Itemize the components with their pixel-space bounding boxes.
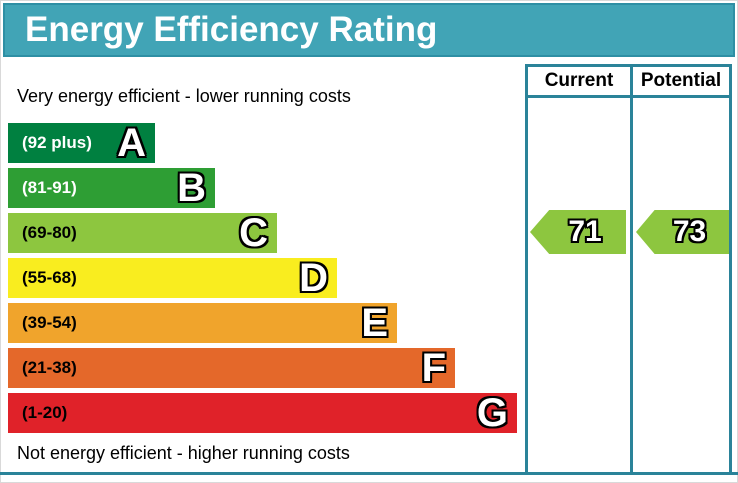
band-d: (55-68) D xyxy=(8,258,337,298)
band-e-range: (39-54) xyxy=(22,313,77,332)
table-border-top xyxy=(525,64,732,67)
potential-rating-value: 73 xyxy=(672,215,707,248)
table-border-right xyxy=(729,64,732,475)
page-title: Energy Efficiency Rating xyxy=(25,10,438,49)
band-d-letter: D xyxy=(299,256,328,300)
band-f: (21-38) F xyxy=(8,348,455,388)
band-e-letter: E xyxy=(361,301,388,345)
band-g-range: (1-20) xyxy=(22,403,68,422)
band-a: (92 plus) A xyxy=(8,123,155,163)
potential-column-header: Potential xyxy=(640,70,722,91)
band-g-letter: G xyxy=(476,391,508,435)
table-border-divider xyxy=(630,64,633,475)
top-note: Very energy efficient - lower running co… xyxy=(17,86,351,106)
band-b-letter: B xyxy=(177,166,206,210)
potential-rating-arrow-icon: 73 xyxy=(636,210,729,254)
title-bar: Energy Efficiency Rating xyxy=(3,3,735,57)
band-a-range: (92 plus) xyxy=(22,133,92,152)
band-c-range: (69-80) xyxy=(22,223,77,242)
band-b: (81-91) B xyxy=(8,168,215,208)
current-rating-arrow-icon: 71 xyxy=(530,210,626,254)
current-column-header: Current xyxy=(544,70,614,91)
band-d-range: (55-68) xyxy=(22,268,77,287)
table-border-left xyxy=(525,64,528,475)
band-g: (1-20) G xyxy=(8,393,517,433)
band-a-letter: A xyxy=(117,121,146,165)
band-f-letter: F xyxy=(421,346,446,390)
band-e: (39-54) E xyxy=(8,303,397,343)
band-f-range: (21-38) xyxy=(22,358,77,377)
band-c: (69-80) C xyxy=(8,213,277,253)
current-rating-value: 71 xyxy=(568,215,602,248)
table-header-underline xyxy=(525,95,732,98)
bottom-note: Not energy efficient - higher running co… xyxy=(17,443,350,463)
band-b-range: (81-91) xyxy=(22,178,77,197)
band-c-letter: C xyxy=(239,211,268,255)
table-border-bottom xyxy=(0,472,738,475)
